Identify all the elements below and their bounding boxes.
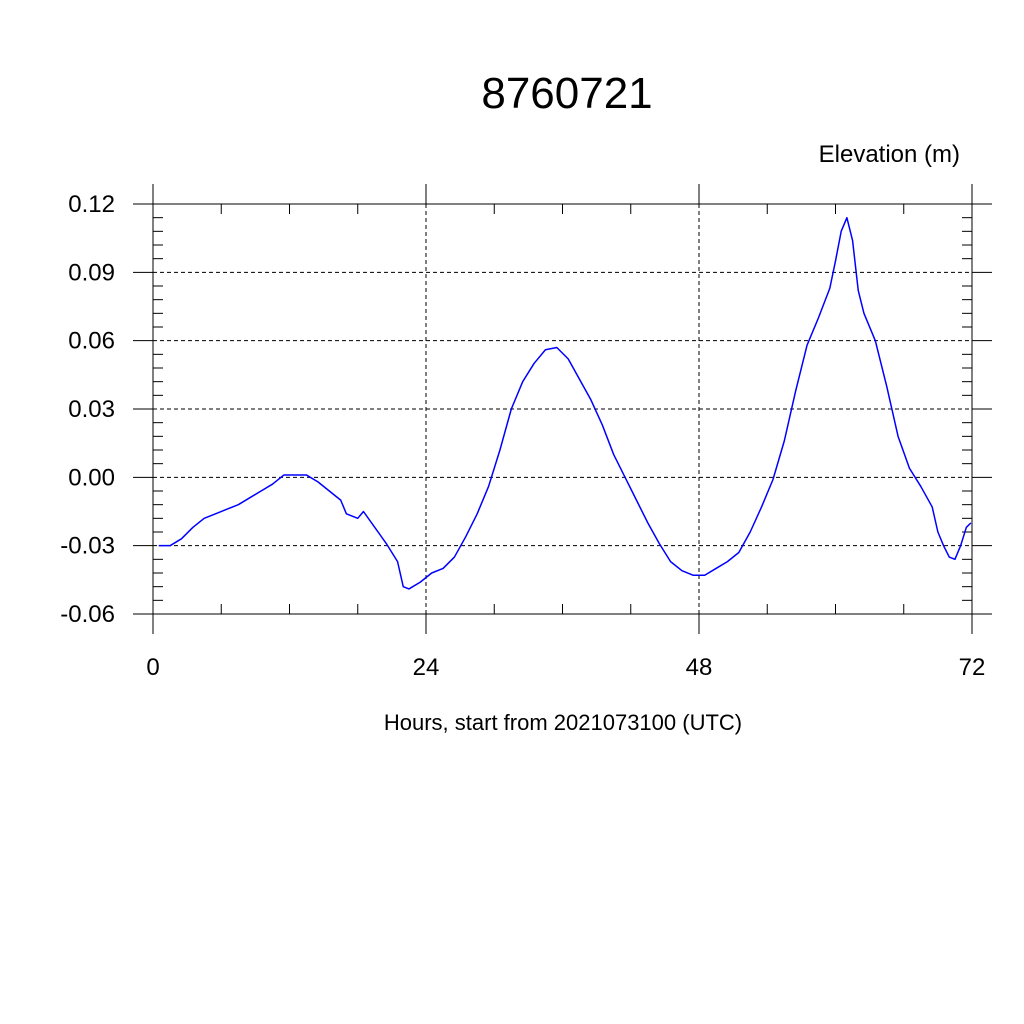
tick-labels: -0.06 -0.03 0.00 0.03 0.06 0.09 0.12 0 24 48 72: [60, 191, 985, 681]
elevation-series-line: [158, 216, 972, 590]
axis-ticks: [133, 184, 992, 634]
y-tick-label: 0.12: [68, 191, 115, 218]
plot-frame: [152, 203, 973, 615]
y-tick-label: 0.00: [68, 464, 115, 491]
plot-area-frame: [152, 203, 973, 615]
y-tick-label: 0.03: [68, 396, 115, 423]
x-tick-label: 72: [959, 654, 986, 681]
x-tick-label: 0: [146, 654, 159, 681]
x-tick-label: 48: [686, 654, 713, 681]
y-tick-label: 0.09: [68, 259, 115, 286]
y-tick-label: -0.06: [60, 601, 115, 628]
x-axis-label: Hours, start from 2021073100 (UTC): [384, 710, 742, 735]
data-series: [158, 216, 972, 590]
chart-title: 8760721: [481, 69, 652, 118]
x-tick-label: 24: [413, 654, 440, 681]
y-axis-label: Elevation (m): [819, 141, 960, 168]
y-tick-label: -0.03: [60, 533, 115, 560]
y-tick-label: 0.06: [68, 328, 115, 355]
